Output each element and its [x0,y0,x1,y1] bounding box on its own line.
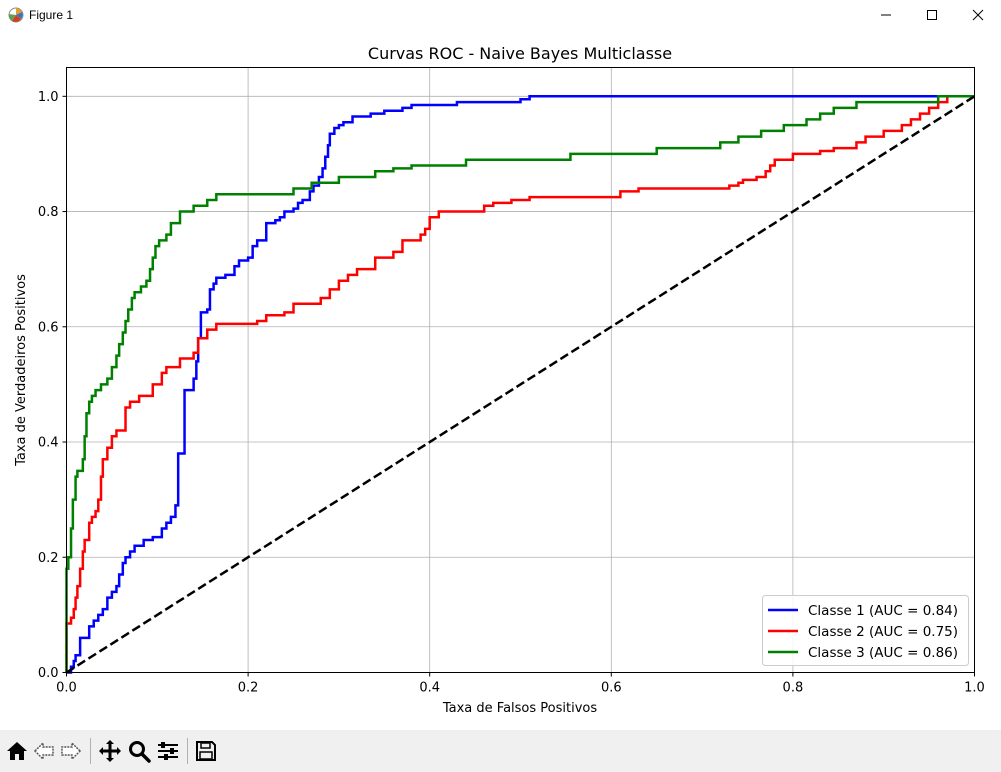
zoom-icon [129,741,151,763]
x-axis-label: Taxa de Falsos Positivos [442,701,597,716]
x-tick-label: 1.0 [964,681,985,696]
chance-diagonal-line [65,95,976,674]
close-icon [972,9,984,21]
toolbar-separator [187,738,188,764]
legend-label: Classe 3 (AUC = 0.86) [808,645,958,661]
legend-box [762,595,969,666]
configure-subplots-button[interactable] [155,738,181,764]
zoom-button[interactable] [126,738,152,764]
back-button[interactable] [31,738,57,764]
grid [66,67,975,673]
legend-label: Classe 1 (AUC = 0.84) [808,603,958,619]
save-icon [196,741,216,761]
legend-label: Classe 2 (AUC = 0.75) [808,624,958,640]
series-line-classe-2 [65,95,975,673]
x-tick-label: 0.2 [238,681,259,696]
forward-icon [61,741,82,761]
series-lines [65,95,976,674]
legend: Classe 1 (AUC = 0.84) Classe 2 (AUC = 0.7… [762,595,969,666]
figure-canvas[interactable]: 0.0 0.2 0.4 0.6 0.8 1.0 0.0 0.2 0.4 0.6 0.8 1.0 Cur… [0,30,1001,730]
y-tick-label: 1.0 [38,90,59,105]
navigation-toolbar [0,730,1001,772]
pan-button[interactable] [97,738,123,764]
y-tick-label: 0.4 [38,436,59,451]
y-axis-label: Taxa de Verdadeiros Positivos [14,274,29,467]
y-tick-label: 0.6 [38,320,59,335]
window-title: Figure 1 [29,8,74,22]
toolbar-separator [90,738,91,764]
maximize-icon [927,10,937,20]
minimize-icon [881,14,891,16]
back-icon [33,741,54,761]
maximize-button[interactable] [909,0,955,30]
matplotlib-app-icon [8,7,24,23]
x-tick-label: 0.8 [783,681,804,696]
x-tick-label: 0.4 [419,681,440,696]
minimize-button[interactable] [863,0,909,30]
configure-subplots-icon [158,742,178,760]
series-line-classe-1 [66,95,975,674]
x-tick-label: 0.0 [56,681,77,696]
save-button[interactable] [193,738,219,764]
plot-frame [66,67,975,673]
forward-button[interactable] [58,738,84,764]
chart-title: Curvas ROC - Naive Bayes Multiclasse [368,44,672,63]
x-tick-label: 0.6 [601,681,622,696]
y-tick-label: 0.0 [38,666,59,681]
axis-ticks: 0.0 0.2 0.4 0.6 0.8 1.0 0.0 0.2 0.4 0.6 0.8 1.0 [38,90,985,696]
close-button[interactable] [955,0,1001,30]
roc-chart: 0.0 0.2 0.4 0.6 0.8 1.0 0.0 0.2 0.4 0.6 0.8 1.0 Cur… [14,44,985,716]
home-button[interactable] [4,738,30,764]
series-line-classe-3 [65,95,975,673]
y-tick-label: 0.8 [38,205,59,220]
y-tick-label: 0.2 [38,551,59,566]
home-icon [7,742,27,760]
window-titlebar: Figure 1 [0,0,1001,30]
pan-icon [99,740,121,762]
